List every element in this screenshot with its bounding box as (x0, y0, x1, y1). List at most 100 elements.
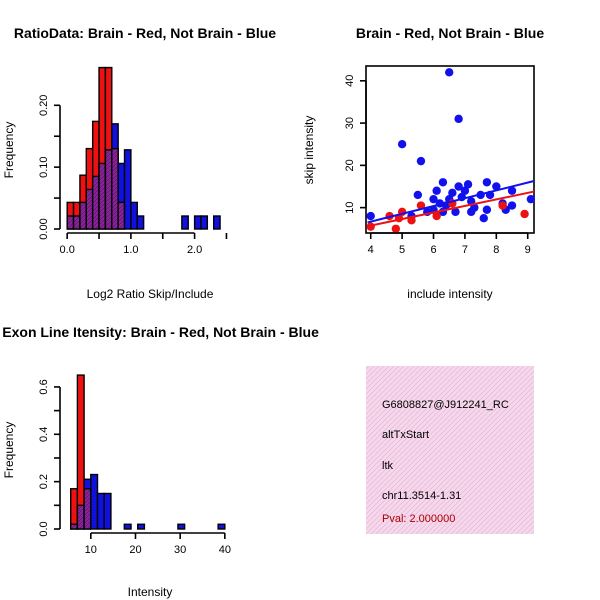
ratio-bar-overlap-hatch (79, 202, 87, 229)
chromosome-location: chr11.3514-1.31 (382, 490, 461, 502)
ratio-bar-not-brain (200, 215, 209, 230)
scatter-point-not-brain (416, 156, 426, 166)
intensity-xlabel: Intensity (128, 585, 173, 599)
probe-info-panel: G6808827@J912241_RC altTxStart ltk chr11… (366, 366, 534, 534)
intensity-bars (70, 374, 226, 530)
scatter-point-brain (520, 209, 529, 219)
intensity-x-tick-label: 20 (129, 544, 141, 556)
intensity-x-tick-label: 40 (219, 544, 231, 556)
scatter-point-not-brain (470, 203, 479, 212)
scatter-x-tick-label: 7 (462, 244, 468, 256)
ratio-bar-overlap-hatch (67, 216, 74, 229)
ratio-y-tick-label: 0.20 (38, 95, 50, 116)
scatter-y-tick-label: 10 (344, 202, 356, 214)
ratio-x-tick-label: 0.0 (60, 244, 75, 256)
ratio-title: RatioData: Brain - Red, Not Brain - Blue (14, 25, 276, 41)
ratio-bar-not-brain (123, 149, 132, 230)
p-value: Pval: 2.000000 (382, 513, 455, 525)
intensity-x-tick-label: 10 (85, 544, 97, 556)
scatter-point-not-brain (413, 190, 423, 200)
scatter-point-not-brain (507, 201, 517, 210)
scatter-point-not-brain (438, 178, 448, 187)
scatter-point-not-brain (460, 186, 470, 195)
intensity-bar-not-brain (123, 523, 132, 530)
ratio-bar-overlap-hatch (86, 189, 93, 229)
intensity-bar-overlap-hatch (70, 524, 78, 529)
ratio-bar-overlap-hatch (73, 216, 80, 229)
ratio-bar-overlap-hatch (118, 202, 125, 229)
scatter-point-brain (391, 224, 401, 233)
scatter-point-not-brain (445, 68, 454, 77)
ratio-bar-overlap-hatch (99, 163, 106, 229)
intensity-bar-not-brain (96, 492, 105, 530)
ratio-y-tick-label: 0.00 (38, 218, 50, 239)
ratio-bar-overlap-hatch (92, 176, 100, 229)
intensity-ylabel: Frequency (2, 422, 16, 479)
ratio-bar-not-brain (130, 201, 138, 230)
scatter-point-not-brain (463, 180, 473, 189)
scatter-point-not-brain (432, 186, 441, 195)
intensity-bar-not-brain (217, 523, 226, 530)
intensity-y-tick-label: 0.6 (38, 379, 50, 394)
ratio-ylabel: Frequency (2, 122, 16, 179)
ratio-axes: 0.0 1.0 2.0 0.00 0.10 0.20 (38, 95, 228, 256)
gene-name: ltk (382, 460, 394, 472)
scatter-point-not-brain (451, 207, 460, 217)
intensity-title: Max Exon Line Itensity: Brain - Red, Not… (0, 324, 319, 340)
scatter-point-not-brain (397, 140, 407, 149)
scatter-ylabel: skip intensity (302, 116, 316, 185)
intensity-y-tick-label: 0.2 (38, 474, 50, 489)
fit-line-brain (367, 190, 535, 228)
intensity-bar-brain (70, 488, 79, 530)
scatter-x-tick-label: 4 (368, 244, 374, 256)
intensity-y-tick-label: 0.0 (38, 521, 50, 536)
intensity-bar-not-brain (177, 523, 186, 530)
ratio-x-tick-label: 2.0 (187, 244, 202, 256)
probe-id: G6808827@J912241_RC (382, 399, 509, 411)
scatter-point-not-brain (454, 182, 463, 191)
scatter-y-tick-label: 20 (344, 159, 356, 171)
ratio-bar-not-brain (213, 215, 221, 230)
intensity-bar-not-brain (90, 473, 99, 530)
ratio-bar-not-brain (181, 215, 189, 230)
skip-vs-include-scatter: Brain - Red, Not Brain - Blue 4 5 6 7 8 9 10 20… (302, 25, 544, 301)
scatter-point-not-brain (366, 211, 375, 221)
scatter-x-tick-label: 9 (525, 244, 531, 256)
scatter-points (365, 65, 536, 234)
ratio-histogram: RatioData: Brain - Red, Not Brain - Blue… (2, 25, 276, 301)
scatter-y-tick-label: 40 (344, 75, 356, 87)
ratio-y-tick-label: 0.10 (38, 156, 50, 177)
ratio-xlabel: Log2 Ratio Skip/Include (87, 287, 214, 301)
ratio-bars (66, 66, 221, 230)
scatter-title: Brain - Red, Not Brain - Blue (356, 25, 544, 41)
intensity-bar-not-brain (103, 492, 112, 530)
ratio-bar-overlap-hatch (111, 148, 119, 229)
scatter-x-tick-label: 6 (430, 244, 436, 256)
ratio-bar-not-brain (193, 215, 202, 230)
intensity-bar-overlap-hatch (84, 488, 91, 529)
ratio-bar-overlap-hatch (105, 149, 112, 229)
intensity-histogram: Max Exon Line Itensity: Brain - Red, Not… (0, 324, 319, 599)
scatter-axes: 4 5 6 7 8 9 10 20 30 40 (344, 75, 531, 256)
scatter-point-brain (498, 201, 507, 210)
scatter-x-tick-label: 5 (399, 244, 405, 256)
intensity-x-tick-label: 30 (174, 544, 186, 556)
scatter-point-not-brain (448, 188, 457, 198)
ratio-x-tick-label: 1.0 (123, 244, 138, 256)
intensity-axes: 10 20 30 40 0.0 0.2 0.4 0.6 (38, 379, 231, 556)
intensity-y-tick-label: 0.4 (38, 427, 50, 442)
scatter-point-not-brain (482, 178, 492, 187)
scatter-point-not-brain (482, 205, 492, 214)
scatter-point-brain (432, 211, 441, 221)
scatter-y-tick-label: 30 (344, 117, 356, 129)
info-panel-hatching (366, 366, 534, 534)
scatter-x-tick-label: 8 (493, 244, 499, 256)
intensity-bar-not-brain (137, 523, 146, 530)
scatter-point-not-brain (492, 182, 501, 191)
fit-line-not-brain (367, 180, 535, 224)
scatter-point-not-brain (507, 186, 517, 195)
event-type: altTxStart (382, 429, 429, 441)
ratio-bar-not-brain (136, 215, 145, 230)
intensity-bar-overlap-hatch (77, 505, 85, 529)
